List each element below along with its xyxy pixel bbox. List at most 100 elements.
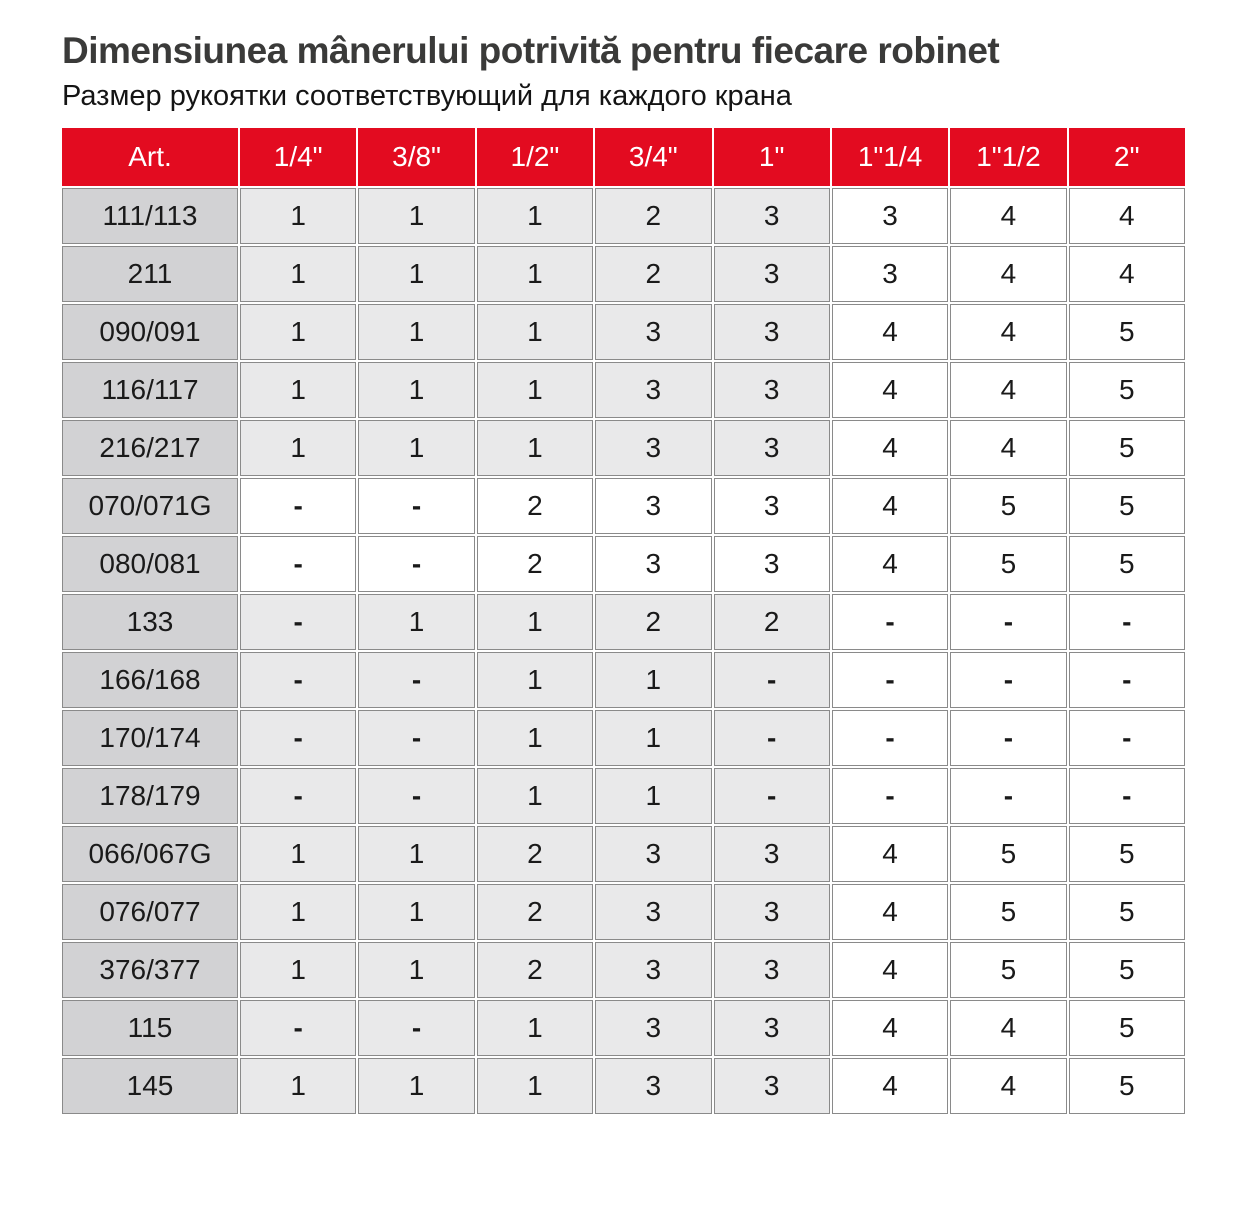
- table-row: 178/179- -1 1- - - -: [62, 768, 1185, 825]
- value-cell: 3: [831, 246, 949, 303]
- value-cell: 5: [950, 826, 1067, 883]
- value-cell: 1: [476, 362, 594, 419]
- column-header: 1"1/2: [950, 128, 1067, 187]
- value-cell: 2: [476, 884, 594, 941]
- value-cell: 2: [476, 536, 594, 593]
- art-cell: 133: [62, 594, 238, 651]
- value-cell: 1: [476, 710, 594, 767]
- value-cell: 3: [595, 1058, 712, 1115]
- value-cell: 3: [595, 304, 712, 361]
- value-cell: 3: [595, 478, 712, 535]
- value-cell: 2: [476, 826, 594, 883]
- value-cell: 5: [950, 942, 1067, 999]
- value-cell: 1: [358, 1058, 475, 1115]
- value-cell: -: [358, 1000, 475, 1057]
- page-subtitle: Размер рукоятки соответствующий для кажд…: [62, 79, 792, 112]
- value-cell: 5: [1068, 536, 1185, 593]
- value-cell: 1: [358, 362, 475, 419]
- table-row: 376/377 1 1 2 3 3 4 5 5: [62, 942, 1185, 999]
- value-cell: -: [831, 710, 949, 767]
- art-cell: 066/067G: [62, 826, 238, 883]
- table-row: 080/081- -2 3 3 4 5 5: [62, 536, 1185, 593]
- value-cell: 2: [595, 188, 712, 245]
- value-cell: 3: [595, 536, 712, 593]
- table-row: 070/071G - -2 3 3 4 5 5: [62, 478, 1185, 535]
- value-cell: 4: [831, 942, 949, 999]
- art-cell: 116/117: [62, 362, 238, 419]
- value-cell: 5: [1068, 884, 1185, 941]
- value-cell: 3: [713, 942, 830, 999]
- value-cell: 3: [595, 942, 712, 999]
- value-cell: -: [950, 710, 1067, 767]
- value-cell: 1: [595, 768, 712, 825]
- value-cell: 1: [476, 188, 594, 245]
- value-cell: 1: [476, 594, 594, 651]
- value-cell: 3: [713, 188, 830, 245]
- value-cell: 3: [595, 420, 712, 477]
- value-cell: -: [358, 478, 475, 535]
- value-cell: 1: [358, 594, 475, 651]
- value-cell: -: [240, 710, 357, 767]
- value-cell: 4: [950, 1000, 1067, 1057]
- value-cell: 2: [595, 594, 712, 651]
- value-cell: -: [713, 710, 830, 767]
- value-cell: 1: [240, 826, 357, 883]
- art-cell: 076/077: [62, 884, 238, 941]
- value-cell: 3: [713, 1000, 830, 1057]
- value-cell: -: [831, 652, 949, 709]
- art-cell: 170/174: [62, 710, 238, 767]
- value-cell: -: [831, 768, 949, 825]
- value-cell: 3: [713, 304, 830, 361]
- value-cell: 2: [476, 942, 594, 999]
- value-cell: -: [240, 594, 357, 651]
- value-cell: 4: [1068, 246, 1185, 303]
- value-cell: -: [240, 478, 357, 535]
- value-cell: 1: [476, 1000, 594, 1057]
- table-row: 115- -1 3 3 4 4 5: [62, 1000, 1185, 1057]
- table-row: 170/174- -1 1- - - -: [62, 710, 1185, 767]
- value-cell: 1: [240, 1058, 357, 1115]
- value-cell: 1: [358, 188, 475, 245]
- value-cell: 1: [240, 362, 357, 419]
- art-cell: 145: [62, 1058, 238, 1115]
- art-cell: 070/071G: [62, 478, 238, 535]
- value-cell: 1: [240, 942, 357, 999]
- value-cell: 5: [950, 536, 1067, 593]
- value-cell: -: [358, 536, 475, 593]
- table-header: Art. 1/4" 3/8" 1/2" 3/4" 1" 1"1/4 1"1/2 2": [62, 128, 1185, 187]
- value-cell: 1: [358, 826, 475, 883]
- value-cell: 2: [595, 246, 712, 303]
- value-cell: 1: [476, 304, 594, 361]
- value-cell: 4: [831, 1058, 949, 1115]
- table-row: 216/217 1 1 1 3 3 4 4 5: [62, 420, 1185, 477]
- art-cell: 111/113: [62, 188, 238, 245]
- value-cell: 3: [713, 826, 830, 883]
- value-cell: -: [1068, 652, 1185, 709]
- table-row: 066/067G 1 1 2 3 3 4 5 5: [62, 826, 1185, 883]
- value-cell: 2: [713, 594, 830, 651]
- value-cell: 3: [595, 884, 712, 941]
- value-cell: 3: [713, 246, 830, 303]
- column-header: 3/4": [595, 128, 712, 187]
- value-cell: -: [240, 652, 357, 709]
- value-cell: 3: [595, 1000, 712, 1057]
- value-cell: 4: [950, 1058, 1067, 1115]
- column-header: 1/4": [240, 128, 357, 187]
- value-cell: -: [358, 768, 475, 825]
- column-header: 3/8": [358, 128, 475, 187]
- value-cell: -: [950, 594, 1067, 651]
- value-cell: -: [358, 652, 475, 709]
- table-row: 133-1 1 2 2- - -: [62, 594, 1185, 651]
- page: Dimensiunea mânerului potrivită pentru f…: [60, 30, 1187, 1117]
- value-cell: -: [240, 1000, 357, 1057]
- value-cell: 1: [240, 884, 357, 941]
- value-cell: 1: [595, 652, 712, 709]
- value-cell: 1: [358, 304, 475, 361]
- table-row: 111/113 1 1 1 2 3 3 4 4: [62, 188, 1185, 245]
- art-cell: 216/217: [62, 420, 238, 477]
- value-cell: 4: [831, 304, 949, 361]
- value-cell: 4: [950, 304, 1067, 361]
- art-cell: 090/091: [62, 304, 238, 361]
- value-cell: 1: [476, 420, 594, 477]
- value-cell: 4: [950, 420, 1067, 477]
